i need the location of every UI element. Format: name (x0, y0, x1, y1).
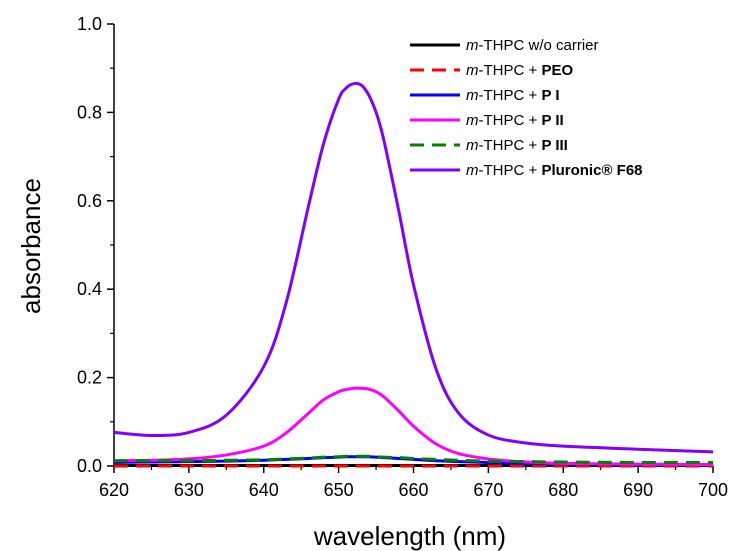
x-tick-label: 670 (473, 480, 503, 500)
legend-label-part: -THPC + (479, 137, 542, 154)
legend-label-part: m (466, 37, 479, 54)
legend-label-part: -THPC + (479, 87, 542, 104)
y-tick-label: 1.0 (77, 14, 102, 34)
x-tick-label: 660 (398, 480, 428, 500)
legend-label-2: m-THPC + P I (466, 87, 560, 104)
legend-label-part: P I (541, 87, 559, 104)
legend-label-5: m-THPC + Pluronic® F68 (466, 162, 643, 179)
y-tick-label: 0.8 (77, 102, 102, 122)
x-tick-label: 630 (174, 480, 204, 500)
legend-label-part: m (466, 87, 479, 104)
legend-label-part: -THPC + (479, 162, 542, 179)
x-tick-label: 700 (698, 480, 728, 500)
legend-label-part: m (466, 137, 479, 154)
legend-label-part: m (466, 162, 479, 179)
legend-label-part: m (466, 62, 479, 79)
legend-label-4: m-THPC + P III (466, 137, 568, 154)
legend-label-1: m-THPC + PEO (466, 62, 573, 79)
x-axis-title: wavelength (nm) (313, 521, 506, 551)
x-tick-label: 680 (548, 480, 578, 500)
series-line-5 (113, 81, 714, 454)
y-tick-label: 0.2 (77, 368, 102, 388)
legend-label-part: -THPC + (479, 62, 542, 79)
data-series (113, 81, 714, 468)
legend-label-0: m-THPC w/o carrier (466, 37, 599, 54)
legend-label-part: PEO (541, 62, 573, 79)
x-tick-label: 650 (324, 480, 354, 500)
legend-label-part: -THPC + (479, 112, 542, 129)
legend-label-part: P III (541, 137, 567, 154)
y-tick-label: 0.6 (77, 191, 102, 211)
legend-label-3: m-THPC + P II (466, 112, 564, 129)
y-axis-title: absorbance (16, 178, 46, 314)
axis-ticks: 620 630 640 650 660 670 680 690 700 0.0 0.2 0.4 0.6 0… (77, 14, 728, 500)
y-tick-label: 0.4 (77, 279, 102, 299)
series-line-4 (113, 454, 714, 464)
series-line-3 (113, 386, 714, 467)
x-tick-label: 640 (249, 480, 279, 500)
legend-label-part: m (466, 112, 479, 129)
x-tick-label: 690 (623, 480, 653, 500)
legend-label-part: Pluronic® F68 (541, 162, 642, 179)
legend-label-part: P II (541, 112, 563, 129)
plot-axes (113, 24, 713, 467)
legend-label-part: -THPC w/o carrier (479, 37, 599, 54)
y-tick-label: 0.0 (77, 456, 102, 476)
x-tick-label: 620 (99, 480, 129, 500)
